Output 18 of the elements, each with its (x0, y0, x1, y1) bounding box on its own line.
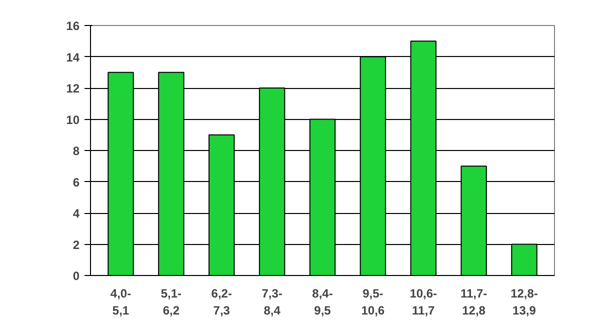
y-tick-label: 2 (72, 238, 80, 252)
y-tick-label: 0 (72, 269, 80, 283)
x-tick-label: 4,0- 5,1 (110, 286, 132, 318)
x-tick-label: 11,7- 12,8 (460, 286, 488, 318)
y-tick-label: 6 (72, 175, 80, 190)
y-tick-label: 10 (66, 112, 80, 127)
y-tick-label: 8 (72, 144, 80, 158)
x-tick-label: 8,4- 9,5 (312, 286, 333, 318)
y-tick-label: 16 (66, 19, 80, 33)
x-tick-label: 10,6- 11,7 (410, 286, 438, 318)
y-tick-label: 14 (66, 50, 80, 64)
y-tick-label: 4 (72, 206, 80, 220)
x-tick-label: 12,8- 13,9 (510, 286, 538, 318)
x-tick-label: 5,1- 6,2 (160, 286, 182, 318)
x-tick-label: 9,5- 10,6 (361, 286, 385, 318)
x-tick-label: 6,2- 7,3 (211, 286, 232, 318)
x-tick-label: 7,3- 8,4 (262, 286, 282, 318)
y-tick-label: 12 (66, 82, 80, 96)
